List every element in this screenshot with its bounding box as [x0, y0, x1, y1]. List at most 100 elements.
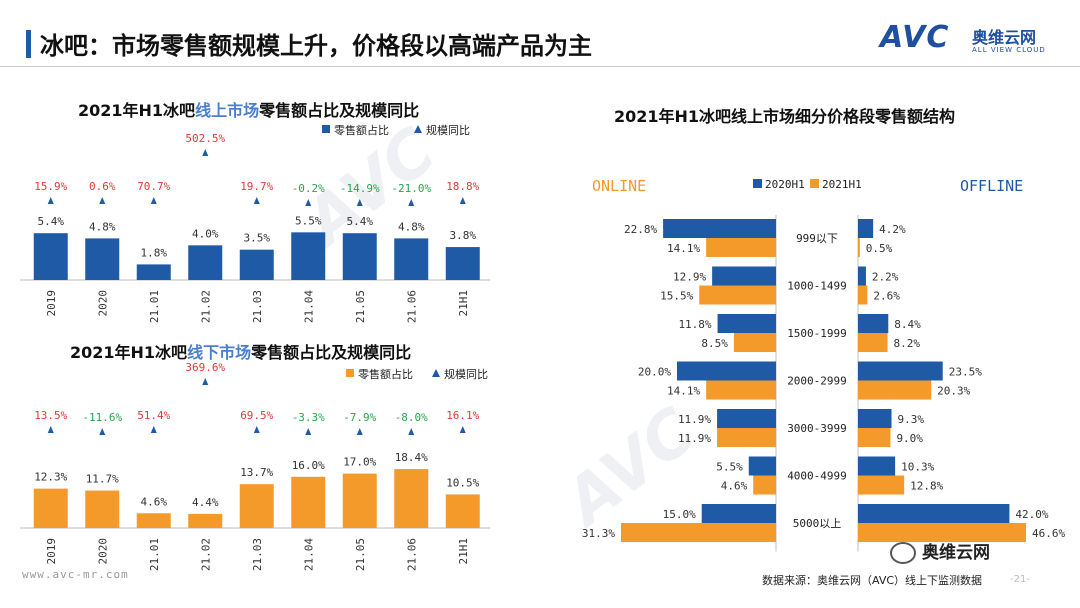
yoy-marker — [305, 199, 312, 206]
yoy-marker — [150, 197, 157, 204]
offline-2020h1-label: 2.2% — [872, 271, 899, 284]
legend-2020h1-label: 2020H1 — [765, 178, 805, 191]
online-2020h1-label: 11.9% — [678, 413, 711, 426]
offline-2021h1-bar — [858, 428, 891, 447]
category-tick: 2020 — [96, 290, 109, 317]
offline-2020h1-label: 23.5% — [949, 366, 982, 379]
yoy-label: 369.6% — [185, 361, 225, 374]
offline-2020h1-bar — [858, 504, 1010, 523]
offline-2020h1-label: 42.0% — [1015, 508, 1048, 521]
offline-2020h1-label: 8.4% — [894, 318, 921, 331]
share-bar — [136, 513, 171, 528]
online-2021h1-label: 4.6% — [721, 480, 748, 493]
legend-2020h1-swatch — [753, 179, 762, 188]
yoy-label: -8.0% — [395, 411, 428, 424]
category-tick: 21.01 — [148, 538, 161, 571]
share-label: 18.4% — [395, 451, 428, 464]
share-label: 4.8% — [398, 220, 425, 233]
share-bar — [85, 490, 120, 528]
price-plot: 22.8% 14.1% 4.2% 0.5% 999以下 12.9% 15.5% 2.2% 2.6… — [582, 215, 1065, 552]
share-label: 5.4% — [347, 215, 374, 228]
yoy-label: 15.9% — [34, 180, 67, 193]
category-tick: 21.04 — [302, 538, 315, 571]
online-2020h1-bar — [676, 361, 776, 381]
online-2020h1-bar — [748, 456, 776, 476]
offline-2020h1-label: 10.3% — [901, 461, 934, 474]
price-segment-label: 4000-4999 — [787, 470, 847, 483]
online-2021h1-label: 8.5% — [701, 337, 728, 350]
category-tick: 21.06 — [405, 538, 418, 571]
legend-share-swatch — [346, 369, 354, 377]
footer-url[interactable]: www.avc-mr.com — [22, 568, 129, 581]
online-2020h1-bar — [717, 314, 776, 333]
category-tick: 2020 — [96, 538, 109, 565]
wechat-account: 奥维云网 — [890, 538, 990, 564]
share-bar — [188, 513, 223, 528]
online-2020h1-bar — [712, 266, 776, 286]
share-bar — [33, 488, 68, 528]
offline-plot: 12.3% 13.5% 2019 11.7% -11.6% 2020 4.6% 51.4% 21… — [20, 361, 490, 571]
category-tick: 21.03 — [251, 538, 264, 571]
share-label: 5.4% — [38, 215, 65, 228]
online-2021h1-bar — [706, 238, 776, 257]
online-2020h1-bar — [717, 409, 776, 428]
category-tick: 21.05 — [354, 290, 367, 323]
yoy-label: -11.6% — [82, 411, 122, 424]
offline-2020h1-bar — [858, 456, 896, 476]
online-plot: 5.4% 15.9% 2019 4.8% 0.6% 2020 1.8% 70.7% 21.01 4… — [20, 132, 490, 323]
category-tick: 21.04 — [302, 290, 315, 323]
offline-2021h1-bar — [858, 380, 932, 400]
yoy-label: 13.5% — [34, 409, 67, 422]
online-2020h1-label: 20.0% — [638, 366, 671, 379]
share-bar — [239, 249, 274, 280]
category-tick: 21.02 — [199, 538, 212, 571]
online-2021h1-bar — [699, 285, 776, 305]
yoy-marker — [356, 428, 363, 435]
share-label: 4.4% — [192, 496, 219, 509]
offline-2021h1-bar — [858, 475, 905, 495]
price-segment-label: 2000-2999 — [787, 375, 847, 388]
share-bar — [291, 232, 326, 280]
online-2021h1-bar — [753, 475, 776, 495]
legend-share-swatch — [322, 125, 330, 133]
share-bar — [136, 264, 171, 280]
share-label: 5.5% — [295, 214, 322, 227]
online-2021h1-label: 11.9% — [678, 432, 711, 445]
category-tick: 21.03 — [251, 290, 264, 323]
online-2020h1-label: 12.9% — [673, 271, 706, 284]
data-source: 数据来源：奥维云网（AVC）线上下监测数据 — [762, 574, 983, 587]
price-segment-chart: 2021年H1冰吧线上市场细分价格段零售额结构 ONLINE OFFLINE 2… — [582, 107, 1065, 552]
online-2021h1-bar — [717, 428, 776, 447]
yoy-marker — [202, 378, 209, 385]
share-label: 3.8% — [450, 229, 477, 242]
legend-share-label: 零售额占比 — [358, 367, 413, 381]
online-2020h1-label: 15.0% — [663, 508, 696, 521]
share-label: 17.0% — [343, 456, 376, 469]
yoy-marker — [47, 426, 54, 433]
yoy-marker — [253, 197, 260, 204]
offline-2021h1-bar — [858, 238, 860, 257]
chart-title: 2021年H1冰吧线下市场零售额占比及规模同比 — [70, 343, 411, 362]
header-divider — [0, 66, 1080, 67]
yoy-marker — [408, 199, 415, 206]
logo-cn: 奥维云网 — [972, 28, 1037, 47]
share-bar — [342, 473, 377, 528]
yoy-label: 0.6% — [89, 180, 116, 193]
wechat-icon — [890, 542, 916, 564]
online-2020h1-label: 11.8% — [678, 318, 711, 331]
share-bar — [342, 233, 377, 280]
legend-2021h1-label: 2021H1 — [822, 178, 862, 191]
category-tick: 21.05 — [354, 538, 367, 571]
offline-2021h1-label: 20.3% — [937, 385, 970, 398]
online-2020h1-label: 22.8% — [624, 223, 657, 236]
share-label: 11.7% — [86, 473, 119, 486]
yoy-marker — [150, 426, 157, 433]
share-label: 3.5% — [244, 232, 271, 245]
category-tick: 21.06 — [405, 290, 418, 323]
yoy-label: -7.9% — [343, 411, 376, 424]
category-tick: 2019 — [45, 290, 58, 317]
yoy-marker — [459, 197, 466, 204]
online-side-label: ONLINE — [592, 177, 646, 195]
online-2020h1-label: 5.5% — [716, 461, 743, 474]
yoy-label: 502.5% — [185, 132, 225, 145]
